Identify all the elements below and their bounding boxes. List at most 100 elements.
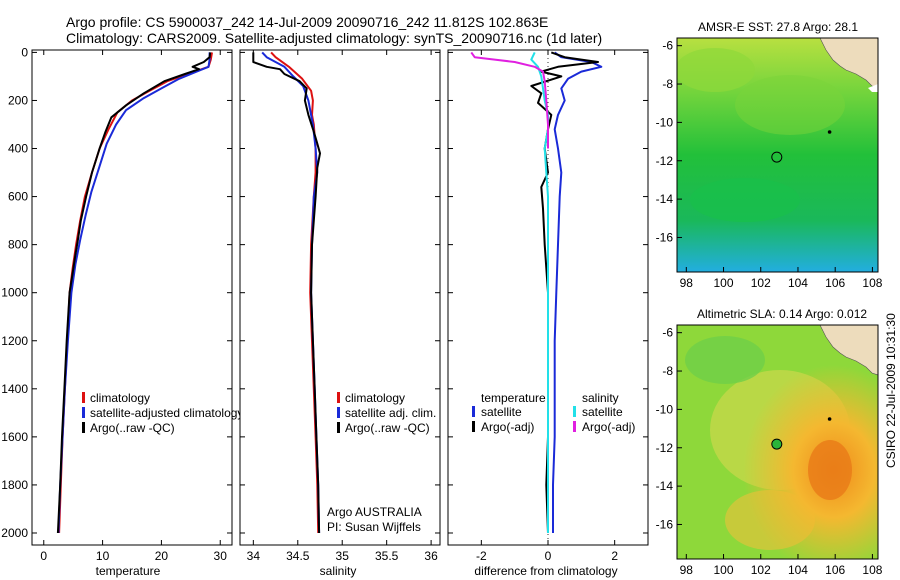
legend-climatology: climatology: [345, 391, 405, 405]
x-tick-label: 35: [336, 549, 350, 563]
land-java: [819, 38, 878, 89]
temperature-axes-frame: [31, 49, 233, 546]
title-line-2: Climatology: CARS2009. Satellite-adjuste…: [66, 30, 603, 46]
island-marker: [827, 130, 832, 134]
argo-australia-label: Argo AUSTRALIA: [327, 505, 422, 519]
y-tick-label: 1600: [1, 430, 28, 444]
sst-warm-patch: [677, 48, 755, 92]
legend-swatch-temp-argo: [472, 421, 475, 432]
y-tick-label: 400: [8, 142, 28, 156]
x-tick-label: 104: [788, 276, 808, 290]
timestamp-stamp: CSIRO 22-Jul-2009 10:31:30: [884, 313, 898, 468]
x-tick-label: 106: [825, 276, 845, 290]
y-tick-label: -8: [662, 77, 673, 91]
y-tick-label: -8: [662, 364, 673, 378]
y-tick-label: -12: [656, 154, 674, 168]
legend-satellite-adj: satellite adj. clim.: [345, 406, 436, 420]
y-tick-label: -16: [656, 517, 674, 531]
legend-swatch-argo: [337, 422, 340, 433]
title-line-1: Argo profile: CS 5900037_242 14-Jul-2009…: [66, 14, 549, 30]
y-tick-label: -12: [656, 441, 674, 455]
temperature-legend: climatology satellite-adjusted climatolo…: [82, 391, 243, 435]
x-tick-label: 35.5: [375, 549, 399, 563]
sla-map-frame: [676, 324, 879, 560]
x-tick-label: 30: [214, 549, 228, 563]
sst-map-title: AMSR-E SST: 27.8 Argo: 28.1: [698, 20, 858, 34]
x-tick-label: 108: [862, 563, 882, 577]
y-tick-label: 1400: [1, 382, 28, 396]
y-tick-label: -6: [662, 39, 673, 53]
salinity-axes-frame: [239, 49, 441, 546]
temperature-panel: 0 10 20 30 0 200 400 600 800 1000 1200 1400 1600 1800…: [1, 45, 243, 578]
sst-cool-patch: [690, 178, 800, 222]
y-tick-label: 200: [8, 93, 28, 107]
legend-temp-argo: Argo(-adj): [481, 420, 534, 434]
series-line-temperature-satellite: [552, 51, 603, 533]
y-tick-label: 2000: [1, 526, 28, 540]
x-tick-label: 2: [611, 549, 618, 563]
x-tick-label: 10: [96, 549, 110, 563]
x-tick-label: 106: [825, 563, 845, 577]
pi-label: PI: Susan Wijffels: [327, 520, 421, 534]
legend-argo: Argo(..raw -QC): [90, 421, 175, 435]
salinity-panel: 34 34.5 35 35.5 36 salinity climatology sate…: [239, 49, 441, 578]
x-tick-label: 34: [247, 549, 261, 563]
legend-temp-satellite: satellite: [481, 405, 522, 419]
x-tick-label: 104: [788, 563, 808, 577]
sst-map: AMSR-E SST: 27.8 Argo: 28.1 98 100 102 104 1…: [656, 20, 883, 290]
series-line-salinity-argo-adj: [470, 51, 549, 149]
legend-climatology: climatology: [90, 391, 150, 405]
y-tick-label: 800: [8, 238, 28, 252]
x-tick-label: 98: [680, 563, 694, 577]
land-gap: [868, 84, 878, 92]
y-tick-label: 600: [8, 190, 28, 204]
x-tick-label: 98: [680, 276, 694, 290]
difference-xlabel: difference from climatology: [474, 564, 617, 578]
temperature-xlabel: temperature: [96, 564, 161, 578]
sla-map-title: Altimetric SLA: 0.14 Argo: 0.012: [697, 307, 867, 321]
x-tick-label: 100: [714, 276, 734, 290]
land-java: [819, 325, 878, 376]
x-tick-label: 102: [751, 276, 771, 290]
island-marker: [827, 417, 832, 421]
x-tick-label: 20: [155, 549, 169, 563]
sst-map-frame: [676, 37, 879, 273]
series-line-argo-raw-qc: [56, 52, 212, 534]
y-tick-label: 1800: [1, 478, 28, 492]
difference-panel: -2 0 2 difference from climatology tempera…: [447, 49, 649, 578]
legend-swatch-climatology: [82, 392, 85, 403]
y-tick-label: -10: [656, 402, 674, 416]
sst-warm-patch: [735, 75, 845, 135]
x-tick-label: 0: [40, 549, 47, 563]
legend-swatch-satellite: [337, 407, 340, 418]
y-tick-label: 1200: [1, 334, 28, 348]
x-tick-label: 102: [751, 563, 771, 577]
legend-argo: Argo(..raw -QC): [345, 421, 430, 435]
salinity-legend: climatology satellite adj. clim. Argo(..…: [337, 391, 436, 435]
x-tick-label: -2: [476, 549, 487, 563]
argo-position-marker: [771, 438, 783, 450]
legend-salinity-heading: salinity: [582, 391, 619, 405]
y-tick-label: 1000: [1, 286, 28, 300]
legend-swatch-argo: [82, 422, 85, 433]
x-tick-label: 100: [714, 563, 734, 577]
legend-swatch-climatology: [337, 392, 340, 403]
x-tick-label: 36: [424, 549, 438, 563]
series-line-argo-raw-qc: [252, 52, 321, 534]
difference-legend: temperature satellite Argo(-adj) salinit…: [472, 391, 635, 434]
salinity-xlabel: salinity: [320, 564, 357, 578]
x-tick-label: 0: [545, 549, 552, 563]
legend-sal-argo: Argo(-adj): [582, 420, 635, 434]
legend-swatch-temp-satellite: [472, 406, 475, 417]
sla-map: Altimetric SLA: 0.14 Argo: 0.012 98 100 10…: [656, 307, 883, 577]
argo-position-marker: [771, 151, 783, 163]
y-tick-label: -14: [656, 192, 674, 206]
y-tick-label: -16: [656, 230, 674, 244]
sla-max-patch: [808, 440, 852, 500]
legend-satellite-adjusted: satellite-adjusted climatology: [90, 406, 243, 420]
legend-swatch-sal-satellite: [573, 406, 576, 417]
legend-temperature-heading: temperature: [481, 391, 546, 405]
series-line-salinity-satellite: [530, 51, 549, 533]
y-tick-label: -14: [656, 479, 674, 493]
